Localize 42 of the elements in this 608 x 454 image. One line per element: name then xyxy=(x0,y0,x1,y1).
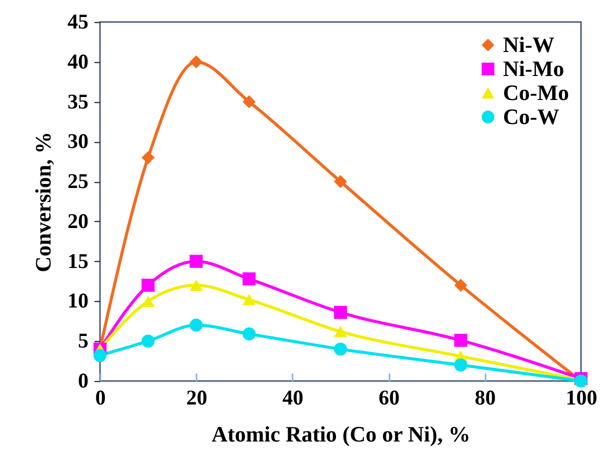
point xyxy=(142,151,155,164)
y-tick-label: 15 xyxy=(68,248,88,273)
y-axis-title: Conversion, % xyxy=(30,132,56,272)
y-tick-label: 30 xyxy=(68,129,88,154)
x-tick-label: 20 xyxy=(186,386,208,410)
point xyxy=(454,278,468,292)
point xyxy=(334,306,348,319)
legend-label: Co-Mo xyxy=(503,80,569,105)
point xyxy=(190,318,203,332)
x-tick-label: 100 xyxy=(566,386,598,410)
point xyxy=(334,175,348,188)
legend-label: Co-W xyxy=(503,104,560,129)
point xyxy=(190,280,203,291)
y-tick-label: 25 xyxy=(68,169,88,194)
x-axis-title: Atomic Ratio (Co or Ni), % xyxy=(212,422,470,446)
legend-label: Ni-W xyxy=(503,32,554,57)
point xyxy=(334,326,348,338)
x-tick-label: 80 xyxy=(474,386,496,410)
y-tick-label: 20 xyxy=(68,208,88,233)
x-tick-label: 40 xyxy=(282,386,304,410)
point xyxy=(242,294,256,306)
point xyxy=(190,55,203,68)
y-tick-label: 5 xyxy=(78,328,88,353)
point xyxy=(142,278,155,292)
point xyxy=(142,296,155,307)
y-tick-label: 40 xyxy=(68,49,88,74)
point xyxy=(242,95,256,108)
point xyxy=(334,342,348,356)
point xyxy=(454,334,468,347)
legend-label: Ni-Mo xyxy=(503,56,564,81)
point xyxy=(93,348,107,362)
point xyxy=(454,358,468,372)
x-tick-label: 0 xyxy=(95,386,106,410)
y-tick-label: 35 xyxy=(68,89,88,114)
point xyxy=(242,327,256,340)
x-tick-label: 60 xyxy=(378,386,400,410)
point xyxy=(190,254,203,268)
y-tick-label: 0 xyxy=(78,368,88,392)
y-tick-label: 10 xyxy=(68,288,88,313)
y-tick-label: 45 xyxy=(68,10,88,34)
point xyxy=(242,272,256,286)
point xyxy=(142,334,155,348)
